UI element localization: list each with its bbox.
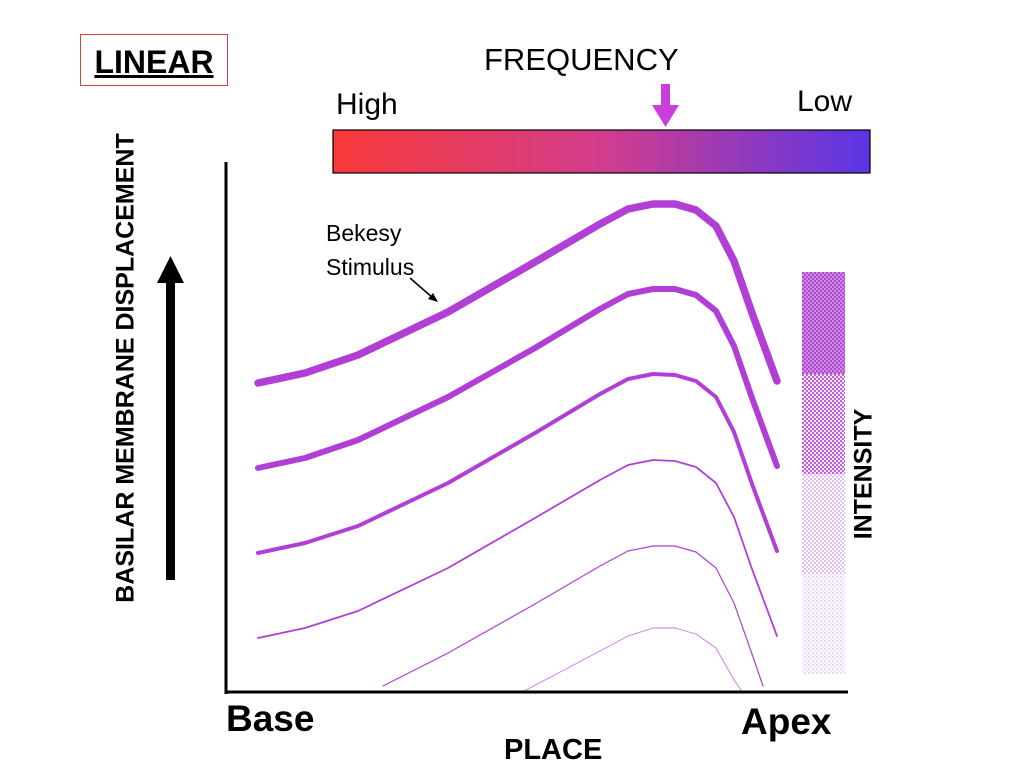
stimulus-label-line2: Stimulus	[326, 254, 415, 280]
stimulus-label-line1: Bekesy	[326, 220, 402, 246]
displacement-curve-4	[257, 459, 778, 639]
displacement-curve-5	[382, 545, 764, 687]
displacement-curve-1	[254, 200, 781, 387]
mode-label-box: LINEAR	[80, 34, 228, 86]
displacement-curve-3	[256, 372, 779, 555]
mode-label: LINEAR	[94, 44, 214, 80]
x-axis-title: PLACE	[504, 734, 603, 766]
frequency-gradient-bar	[332, 129, 871, 174]
displacement-curve-2	[255, 286, 780, 471]
displacement-up-arrow	[157, 256, 184, 580]
frequency-title: FREQUENCY	[484, 42, 679, 77]
x-axis-apex-label: Apex	[741, 701, 832, 742]
frequency-marker-arrow	[652, 84, 679, 127]
displacement-curve-6	[525, 627, 742, 691]
frequency-low-label: Low	[797, 85, 853, 118]
frequency-high-label: High	[336, 88, 398, 121]
x-axis-base-label: Base	[226, 698, 315, 739]
y-axis-label: BASILAR MEMBRANE DISPLACEMENT	[111, 133, 140, 603]
intensity-gradient-bar	[802, 272, 845, 674]
stimulus-pointer-arrow	[409, 277, 438, 302]
intensity-label: INTENSITY	[849, 408, 878, 540]
